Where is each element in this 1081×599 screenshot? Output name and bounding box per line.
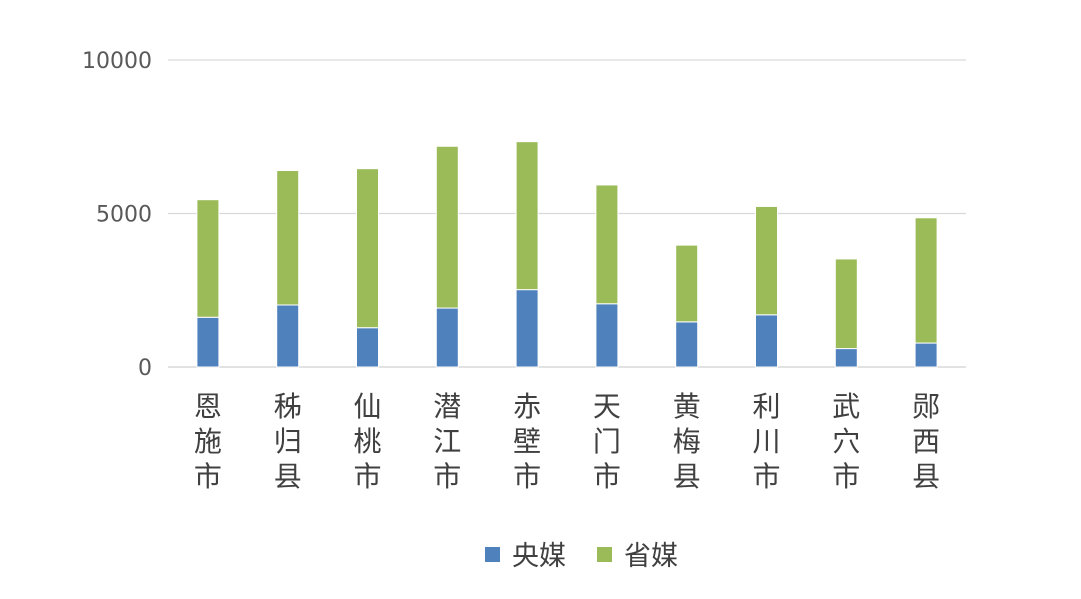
bar-central-media (356, 327, 379, 368)
x-category-label: 赤壁市 (513, 390, 541, 493)
bar-provincial-media (675, 244, 699, 323)
bar-central-media (834, 348, 858, 368)
bar-provincial-media (356, 168, 379, 329)
y-tick-label: 0 (138, 356, 152, 381)
legend-item: 省媒 (597, 541, 678, 572)
legend: 央媒 省媒 (485, 541, 678, 572)
bar-central-media (196, 316, 220, 368)
x-category-label: 秭归县 (274, 390, 302, 493)
x-axis-category-labels: 恩施市 秭归县 仙桃市 潜江市 赤壁市 天门市 黄梅县 利川市 武穴市 郧西县 (194, 390, 940, 493)
x-category-label: 武穴市 (832, 390, 860, 493)
legend-label: 省媒 (624, 541, 678, 572)
x-category-label: 天门市 (593, 390, 621, 493)
y-tick-label: 5000 (96, 203, 152, 228)
bar-provincial-media (515, 141, 539, 291)
legend-swatch (597, 547, 612, 562)
gridlines (168, 59, 966, 368)
x-category-label: 仙桃市 (353, 390, 381, 493)
bar-provincial-media (595, 184, 619, 305)
bar-central-media (595, 303, 619, 368)
bar-provincial-media (276, 170, 300, 306)
y-tick-label: 10000 (82, 49, 152, 74)
bar-central-media (675, 321, 699, 368)
legend-label: 央媒 (512, 541, 566, 572)
bar-provincial-media (196, 199, 220, 318)
bar-provincial-media (755, 205, 778, 316)
x-category-label: 利川市 (752, 390, 780, 493)
bar-central-media (515, 289, 539, 368)
bar-central-media (276, 304, 300, 368)
bar-provincial-media (914, 217, 938, 344)
x-category-label: 黄梅县 (673, 390, 701, 493)
x-category-label: 恩施市 (194, 390, 222, 493)
bar-central-media (435, 307, 459, 368)
legend-item: 央媒 (485, 541, 566, 572)
y-axis-tick-labels: 0 5000 10000 (82, 49, 152, 381)
bar-provincial-media (834, 258, 858, 350)
bar-provincial-media (435, 145, 459, 309)
bar-central-media (914, 342, 938, 368)
bars (196, 141, 938, 368)
legend-swatch (485, 547, 500, 562)
x-category-label: 潜江市 (433, 390, 461, 493)
x-category-label: 郧西县 (912, 390, 940, 493)
bar-central-media (755, 314, 778, 368)
